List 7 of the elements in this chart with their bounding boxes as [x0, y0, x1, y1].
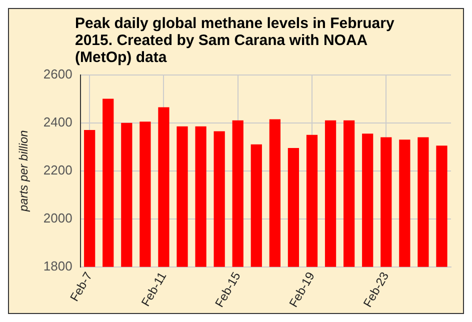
- y-axis-title: parts per billion: [16, 130, 31, 213]
- y-tick-label: 2200: [43, 162, 72, 178]
- y-tick-label: 2600: [43, 66, 72, 82]
- y-tick-label: 2000: [43, 210, 72, 226]
- y-tick-label: 2400: [43, 114, 72, 130]
- chart-title: Peak daily global methane levels in February 2015. Created by Sam Carana with NOAA (MetOp) data: [74, 14, 396, 66]
- y-tick-label: 1800: [43, 258, 72, 274]
